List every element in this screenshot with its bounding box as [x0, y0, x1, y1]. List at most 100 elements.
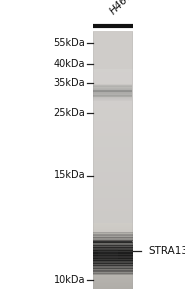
Bar	[92, 177, 133, 178]
Bar	[93, 94, 132, 95]
Bar	[92, 274, 133, 276]
Bar	[92, 130, 133, 131]
Bar	[92, 202, 133, 204]
Bar	[93, 99, 132, 100]
Bar	[92, 152, 133, 153]
Bar	[92, 170, 133, 171]
Bar	[92, 244, 133, 246]
Bar	[92, 37, 133, 38]
Bar	[92, 241, 133, 242]
Bar	[92, 105, 133, 106]
Bar	[92, 135, 133, 136]
Bar	[92, 286, 133, 287]
Bar	[92, 59, 133, 61]
Bar	[92, 117, 133, 118]
Bar	[93, 244, 133, 245]
Text: 10kDa: 10kDa	[54, 274, 85, 285]
Bar	[93, 271, 133, 272]
Bar	[92, 166, 133, 167]
Bar	[93, 240, 132, 242]
Bar	[92, 194, 133, 195]
Bar	[92, 93, 133, 94]
Bar	[92, 268, 133, 269]
Bar	[92, 218, 133, 219]
Bar	[93, 100, 132, 101]
Bar	[92, 136, 133, 138]
Bar	[92, 137, 133, 139]
Bar	[92, 233, 133, 235]
Bar	[92, 244, 133, 245]
Bar	[93, 241, 132, 242]
Bar	[92, 64, 133, 65]
Bar	[93, 233, 133, 234]
Bar	[93, 262, 133, 263]
Bar	[92, 94, 133, 96]
Bar	[92, 103, 133, 104]
Bar	[93, 253, 133, 254]
Bar	[92, 110, 133, 111]
Bar	[92, 33, 133, 34]
Bar	[93, 242, 132, 243]
Bar	[92, 172, 133, 174]
Bar	[93, 258, 133, 259]
Bar	[92, 162, 133, 164]
Bar	[92, 122, 133, 123]
Bar	[92, 106, 133, 108]
Bar	[92, 267, 133, 268]
Bar	[92, 270, 133, 272]
Bar	[93, 261, 133, 262]
Bar	[92, 287, 133, 289]
Bar	[92, 247, 133, 248]
Bar	[92, 73, 133, 74]
Bar	[92, 196, 133, 198]
Bar	[93, 237, 133, 238]
Bar	[92, 143, 133, 145]
Bar	[92, 47, 133, 49]
Bar	[93, 241, 132, 242]
Bar	[92, 175, 133, 176]
Bar	[92, 167, 133, 169]
Bar	[92, 220, 133, 221]
Bar	[92, 133, 133, 134]
Text: 40kDa: 40kDa	[54, 59, 85, 69]
Bar	[92, 186, 133, 188]
Bar	[92, 205, 133, 206]
Bar	[92, 52, 133, 54]
Bar	[92, 120, 133, 122]
Bar	[93, 242, 132, 243]
Bar	[92, 280, 133, 282]
Bar	[92, 42, 133, 44]
Bar	[92, 180, 133, 181]
Bar	[92, 213, 133, 214]
Bar	[92, 176, 133, 177]
Bar	[92, 40, 133, 42]
Bar	[92, 99, 133, 100]
Bar	[92, 217, 133, 218]
Bar	[92, 246, 133, 247]
Bar	[93, 255, 133, 256]
Bar	[92, 163, 133, 164]
Bar	[92, 100, 133, 102]
Bar	[93, 264, 133, 265]
Bar	[92, 49, 133, 50]
Bar	[92, 147, 133, 148]
Bar	[98, 249, 118, 260]
Bar	[92, 66, 133, 68]
Text: STRA13: STRA13	[148, 246, 185, 256]
Bar	[92, 154, 133, 155]
Bar	[92, 75, 133, 76]
Bar	[92, 245, 133, 247]
Bar	[92, 207, 133, 208]
Bar	[92, 97, 133, 98]
Bar	[93, 93, 132, 94]
Bar	[92, 255, 133, 256]
Bar	[92, 35, 133, 37]
Bar	[92, 113, 133, 115]
Bar	[92, 136, 133, 137]
Bar	[92, 254, 133, 255]
Bar	[93, 232, 133, 233]
Bar	[93, 269, 133, 270]
Bar	[92, 284, 133, 285]
Bar	[92, 257, 133, 259]
Bar	[93, 85, 132, 86]
